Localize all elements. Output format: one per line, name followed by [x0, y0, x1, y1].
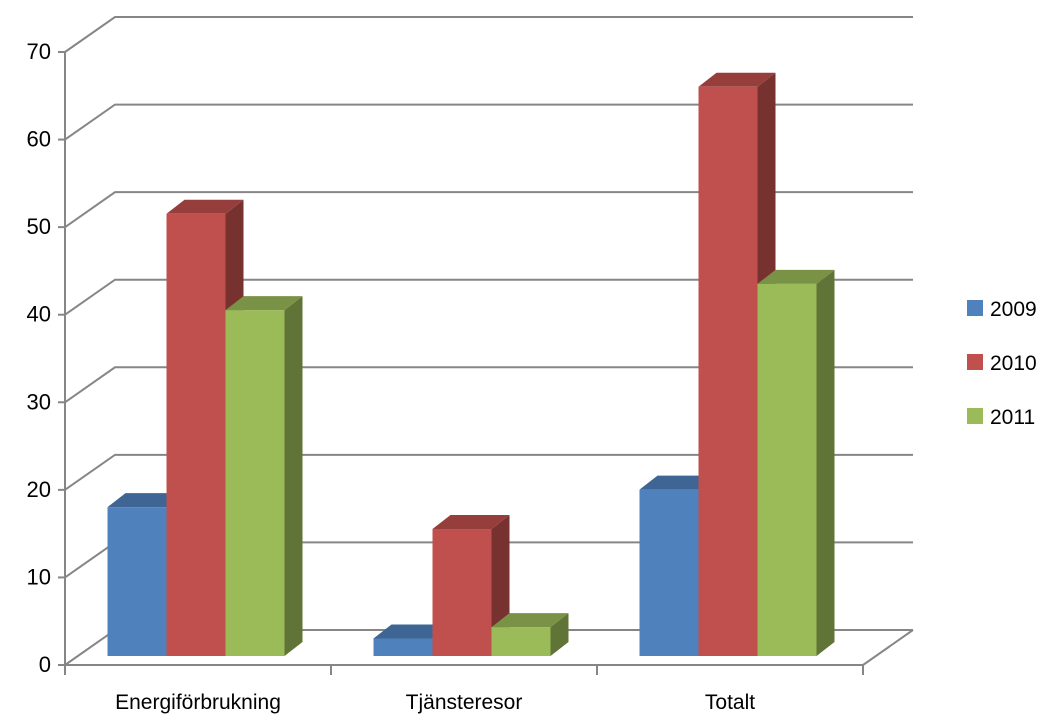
- bar-top: [639, 475, 717, 490]
- legend-label: 2011: [990, 406, 1035, 429]
- gridline: [64, 103, 913, 141]
- legend-label: 2009: [990, 298, 1037, 321]
- bar-side: [816, 269, 835, 656]
- legend: 2009 2010 2011: [967, 298, 1037, 429]
- y-tick-label: 0: [39, 652, 51, 677]
- bar-top: [166, 199, 244, 214]
- legend-label: 2010: [990, 352, 1037, 375]
- floor-edge: [862, 629, 914, 666]
- bar-side: [284, 296, 303, 656]
- bar-front: [107, 507, 167, 656]
- bar-front: [432, 529, 492, 656]
- gridline: [64, 278, 913, 316]
- bar-front: [757, 283, 817, 656]
- bar-top: [491, 613, 569, 628]
- grid-layer: [64, 16, 914, 666]
- bar-top: [107, 493, 185, 508]
- legend-swatch: [967, 354, 983, 370]
- gridline: [64, 453, 913, 491]
- bar: [491, 613, 569, 656]
- x-tick-label: Tjänsteresor: [406, 691, 523, 714]
- y-tick-label: 30: [27, 389, 51, 414]
- bar-top: [373, 624, 451, 639]
- bar-top: [698, 72, 776, 87]
- bar-front: [373, 638, 433, 656]
- bar-top: [757, 269, 835, 284]
- bar-front: [698, 86, 758, 657]
- bar: [225, 296, 303, 656]
- y-tick-label: 60: [27, 127, 51, 152]
- bar-front: [491, 627, 551, 656]
- gridline: [64, 16, 913, 53]
- axis-layer: 0 10 20 30 40 50 60 70 Energiförbrukning Tjänster…: [27, 39, 864, 714]
- y-tick-label: 50: [27, 214, 51, 239]
- bar: [432, 515, 510, 656]
- gridline: [64, 366, 913, 404]
- y-tick-label: 70: [27, 39, 51, 64]
- y-tick-label: 20: [27, 477, 51, 502]
- bar: [757, 269, 835, 656]
- x-tick-label: Energiförbrukning: [115, 691, 281, 714]
- y-tick-label: 40: [27, 302, 51, 327]
- bar-front: [639, 489, 699, 656]
- y-tick-label: 10: [27, 564, 51, 589]
- legend-swatch: [967, 408, 983, 424]
- bar-top: [432, 515, 510, 530]
- x-tick-label: Totalt: [705, 691, 755, 714]
- bar-side: [550, 613, 569, 656]
- bar-top: [225, 296, 303, 311]
- bar-front: [225, 310, 285, 656]
- bar-front: [166, 213, 226, 656]
- legend-swatch: [967, 300, 983, 316]
- gridline: [64, 191, 913, 228]
- bars-layer: [107, 72, 835, 657]
